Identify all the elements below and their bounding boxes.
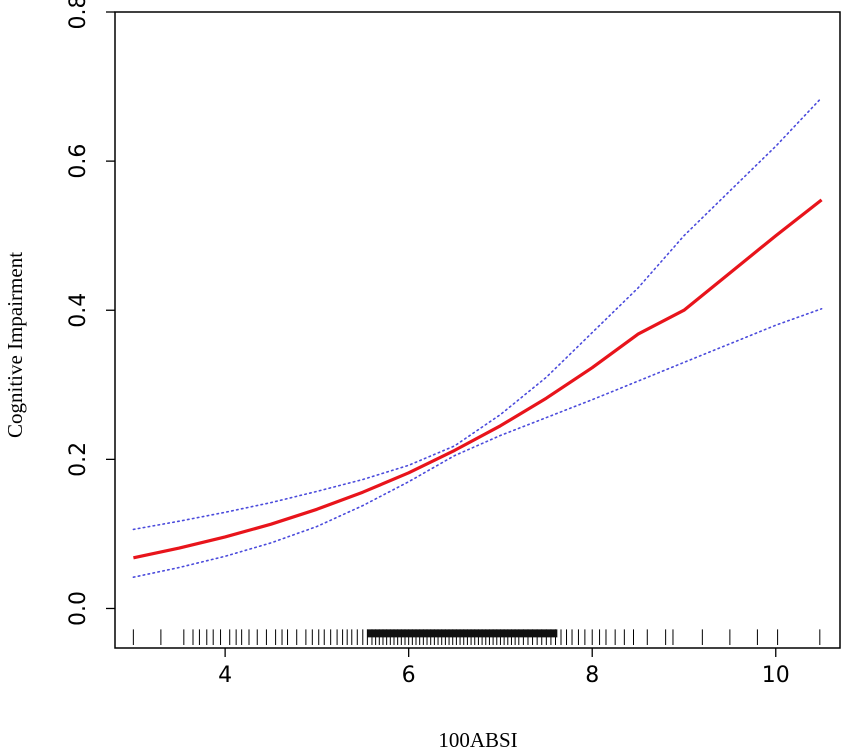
y-tick-label-4: 0.8 xyxy=(66,0,91,30)
series-estimate xyxy=(133,198,823,560)
rug-dense-band xyxy=(367,629,558,638)
series-lower-ci xyxy=(132,307,823,579)
x-axis-title: 100ABSI xyxy=(438,728,517,752)
x-tick-label-8: 8 xyxy=(585,663,599,688)
y-tick-label-3: 0.6 xyxy=(66,144,91,179)
y-tick-label-2: 0.4 xyxy=(66,293,91,328)
x-axis: 4 6 8 10 xyxy=(218,648,790,688)
y-axis: 0.0 0.2 0.4 0.6 0.8 xyxy=(66,0,115,626)
rug-ticks xyxy=(132,629,821,645)
x-tick-label-4: 4 xyxy=(218,663,232,688)
x-tick-label-10: 10 xyxy=(762,663,790,688)
y-tick-label-0: 0.0 xyxy=(66,591,91,626)
series-lines xyxy=(132,96,823,579)
x-tick-label-6: 6 xyxy=(402,663,416,688)
y-axis-title: Cognitive Impairment xyxy=(3,252,27,438)
series-upper-ci xyxy=(132,96,823,531)
plot-frame xyxy=(114,11,841,649)
y-tick-label-1: 0.2 xyxy=(66,442,91,477)
